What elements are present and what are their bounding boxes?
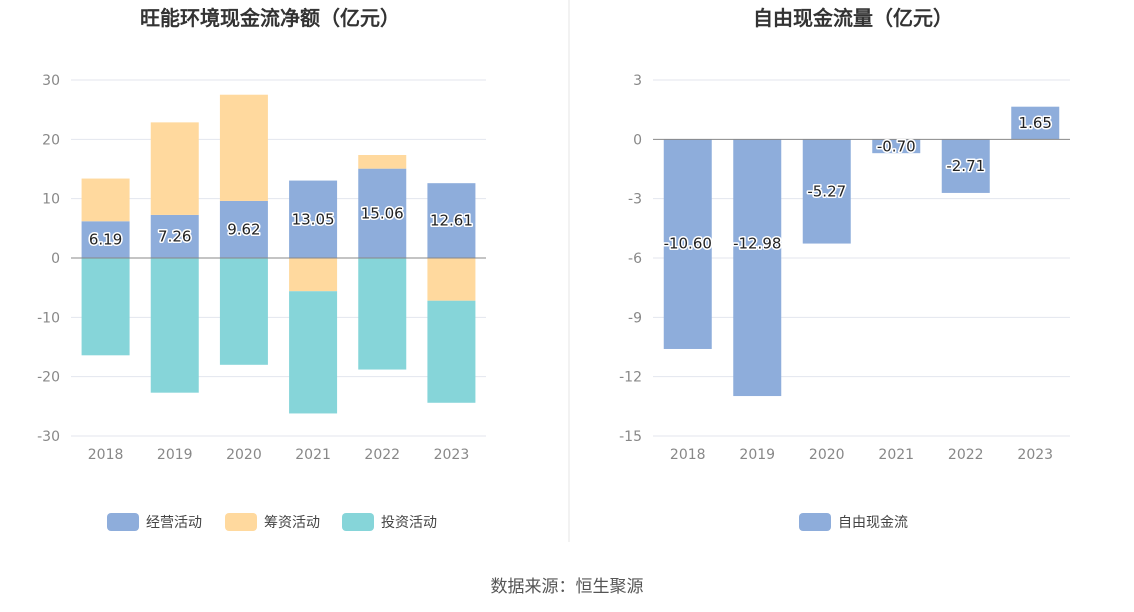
bar-经营活动-2023 xyxy=(427,183,476,258)
legend-label: 自由现金流 xyxy=(838,515,908,531)
x-tick-label: 2022 xyxy=(364,447,400,463)
chart-title: 自由现金流量（亿元） xyxy=(753,6,953,30)
data-label-2019: -12.98 xyxy=(733,234,781,252)
x-tick-label: 2019 xyxy=(157,447,193,463)
bar-投资活动-2023 xyxy=(427,300,476,403)
bar-投资活动-2022 xyxy=(358,258,407,370)
data-label-2021: 13.05 xyxy=(292,210,335,228)
bar-筹资活动-2023 xyxy=(427,258,476,301)
bar-自由现金流-2023 xyxy=(1011,106,1060,140)
x-tick-label: 2019 xyxy=(739,447,775,463)
data-label-2022: -2.71 xyxy=(946,157,985,175)
bar-投资活动-2018 xyxy=(81,258,130,356)
data-label-2022: 15.06 xyxy=(361,204,404,222)
legend-label: 投资活动 xyxy=(381,515,437,531)
chart-panel-1: 旺能环境现金流净额（亿元） 30 20 10 0 -10 -20 -30 2018 2019 202… xyxy=(37,6,486,531)
x-tick-label: 2021 xyxy=(295,447,331,463)
y-tick-label: -6 xyxy=(628,251,642,267)
bar-经营活动-2021 xyxy=(289,180,338,258)
data-label-2021: -0.70 xyxy=(877,137,916,155)
data-label-2018: -10.60 xyxy=(664,234,712,252)
y-tick-label: -15 xyxy=(619,429,642,445)
bar-自由现金流-2020 xyxy=(802,139,851,244)
bar-投资活动-2020 xyxy=(219,258,268,365)
y-tick-label: -20 xyxy=(37,370,60,386)
bar-自由现金流-2018 xyxy=(663,139,712,349)
x-tick-label: 2018 xyxy=(88,447,124,463)
bar-筹资活动-2022 xyxy=(358,154,407,169)
bar-经营活动-2022 xyxy=(358,168,407,258)
data-label-2020: -5.27 xyxy=(807,182,846,200)
x-tick-label: 2021 xyxy=(878,447,914,463)
data-label-2020: 9.62 xyxy=(227,220,260,238)
bar-筹资活动-2019 xyxy=(150,122,199,215)
x-tick-label: 2022 xyxy=(948,447,984,463)
x-tick-label: 2023 xyxy=(1017,447,1053,463)
y-tick-label: -10 xyxy=(37,310,60,326)
chart-panel-2: 自由现金流量（亿元） 3 0 -3 -6 -9 -12 -15 2018 2019 2020 2021… xyxy=(619,6,1070,531)
bar-投资活动-2019 xyxy=(150,258,199,393)
legend-swatch-投资活动 xyxy=(342,513,374,531)
y-tick-label: 20 xyxy=(42,132,60,148)
y-tick-label: 3 xyxy=(633,73,642,89)
x-tick-label: 2020 xyxy=(809,447,845,463)
x-tick-label: 2018 xyxy=(670,447,706,463)
bar-经营活动-2020 xyxy=(219,200,268,258)
data-label-2023: 12.61 xyxy=(430,212,473,230)
y-tick-label: 0 xyxy=(633,132,642,148)
legend-label: 筹资活动 xyxy=(264,514,320,531)
bar-自由现金流-2021 xyxy=(872,139,921,154)
bar-筹资活动-2018 xyxy=(81,178,130,222)
x-tick-label: 2020 xyxy=(226,447,262,463)
bar-自由现金流-2022 xyxy=(941,139,990,193)
bar-投资活动-2021 xyxy=(289,291,338,414)
y-tick-label: -12 xyxy=(619,370,642,386)
legend-swatch-经营活动 xyxy=(107,513,139,531)
data-label-2019: 7.26 xyxy=(158,227,191,245)
y-tick-label: 30 xyxy=(42,73,60,89)
legend-label: 经营活动 xyxy=(146,515,202,531)
legend-swatch-筹资活动 xyxy=(225,513,257,531)
bar-自由现金流-2019 xyxy=(733,139,782,397)
data-source: 数据来源：恒生聚源 xyxy=(491,577,644,597)
y-tick-label: -3 xyxy=(628,192,642,208)
y-tick-label: 10 xyxy=(42,192,60,208)
legend-swatch-自由现金流 xyxy=(799,513,831,531)
legend: 经营活动 筹资活动 投资活动 xyxy=(107,513,437,531)
y-tick-label: 0 xyxy=(51,251,60,267)
legend: 自由现金流 xyxy=(799,513,908,531)
x-tick-label: 2023 xyxy=(434,447,470,463)
data-label-2018: 6.19 xyxy=(89,231,122,249)
bar-经营活动-2018 xyxy=(81,221,130,258)
y-tick-label: -30 xyxy=(37,429,60,445)
y-tick-label: -9 xyxy=(628,310,642,326)
bar-经营活动-2019 xyxy=(150,214,199,258)
data-label-2023: 1.65 xyxy=(1019,114,1052,132)
bar-筹资活动-2021 xyxy=(289,258,338,292)
chart-title: 旺能环境现金流净额（亿元） xyxy=(140,6,400,30)
bar-筹资活动-2020 xyxy=(219,94,268,201)
